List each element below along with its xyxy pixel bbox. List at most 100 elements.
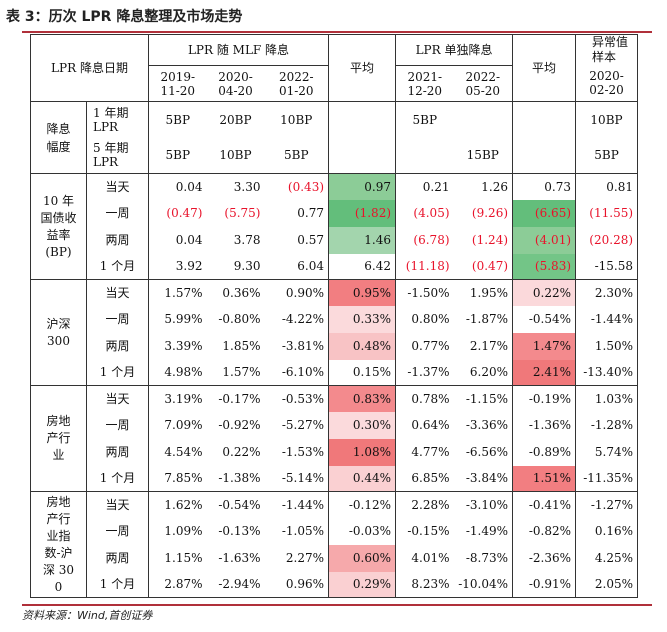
lpr-market-table: LPR 降息日期 LPR 随 MLF 降息 平均 LPR 单独降息 平均 异常值…: [30, 34, 639, 598]
table-row: 1 个月 2.87% -2.94% 0.96% 0.29% 8.23% -10.04% -0.…: [31, 571, 639, 598]
table-row: 一周 7.09% -0.92% -5.27% 0.30% 0.64% -3.36% -1.36…: [31, 411, 639, 439]
value-cell: 1.47%: [512, 332, 577, 360]
value-cell: -0.54%: [218, 497, 261, 512]
value-cell: (1.82): [328, 199, 397, 227]
value-cell: -8.73%: [465, 551, 509, 565]
value-cell: 0.64%: [411, 418, 450, 432]
table-row: 两周 1.15% -1.63% 2.27% 0.60% 4.01% -8.73% -2.36%…: [31, 544, 639, 572]
value-cell: -1.44%: [281, 497, 325, 512]
period-label: 1 个月: [86, 571, 149, 598]
value-cell: -0.03%: [328, 517, 397, 545]
value-cell: 1.51%: [512, 465, 577, 492]
value-cell: (6.65): [512, 199, 577, 227]
period-label: 当天: [86, 385, 149, 412]
value-cell: 3.19%: [164, 391, 203, 406]
value-cell: 0.29%: [328, 571, 397, 598]
value-cell: -3.81%: [281, 339, 325, 353]
period-label: 两周: [86, 332, 149, 360]
value-cell: 6.42: [328, 253, 397, 280]
table-title: 表 3：历次 LPR 降息整理及市场走势: [6, 9, 243, 25]
header-date: 2022-01-20: [264, 65, 329, 102]
cut-value: [512, 137, 577, 174]
value-cell: -1.15%: [465, 391, 509, 406]
value-cell: (20.28): [575, 226, 639, 254]
header-outlier: 异常值样本: [575, 34, 639, 66]
header-lpr-date: LPR 降息日期: [30, 34, 149, 102]
value-cell: 2.17%: [469, 339, 509, 353]
value-cell: -1.37%: [395, 359, 454, 386]
value-cell: -0.80%: [218, 312, 261, 326]
value-cell: 0.73: [512, 173, 577, 200]
value-cell: (5.75): [224, 206, 261, 220]
value-cell: -0.54%: [512, 305, 577, 333]
cut-value: 20BP: [219, 112, 252, 127]
value-cell: -1.38%: [206, 465, 265, 492]
value-cell: 7.09%: [164, 418, 203, 432]
value-cell: 1.46: [328, 226, 397, 254]
cut-value: 5BP: [575, 137, 639, 174]
table-row: 沪深 300 当天 1.57% 0.36% 0.90% 0.95% -1.50% 1.95% 0…: [30, 279, 639, 386]
table-row: 1 个月 4.98% 1.57% -6.10% 0.15% -1.37% 6.20% 2.41…: [31, 359, 639, 386]
value-cell: (6.78): [413, 233, 450, 247]
cut-value: 10BP: [575, 101, 639, 138]
cut-term-1y: 1 年期 LPR: [86, 101, 149, 138]
value-cell: 2.30%: [575, 279, 639, 306]
table-row: 一周 5.99% -0.80% -4.22% 0.33% 0.80% -1.87% -0.54…: [31, 305, 639, 333]
value-cell: 1.57%: [164, 285, 203, 300]
table-row: 房地产行业 当天 3.19% -0.17% -0.53% 0.83% 0.78% -1.15%…: [30, 385, 639, 492]
bottom-rule: [22, 604, 652, 606]
value-cell: 0.21: [422, 179, 450, 194]
value-cell: -2.36%: [512, 544, 577, 572]
value-cell: -1.44%: [575, 305, 639, 333]
top-rule: [22, 31, 652, 33]
value-cell: -0.13%: [218, 524, 261, 538]
table-row: 一周 (0.47) (5.75) 0.77 (1.82) (4.05) (9.26) (6.6…: [31, 199, 639, 227]
value-cell: -2.94%: [206, 571, 265, 598]
period-label: 一周: [86, 517, 149, 545]
value-cell: 0.16%: [575, 517, 639, 545]
value-cell: -1.63%: [218, 551, 261, 565]
cut-value: 5BP: [412, 112, 438, 127]
value-cell: -0.91%: [512, 571, 577, 598]
value-cell: 4.01%: [411, 551, 450, 565]
value-cell: 0.22%: [512, 279, 577, 306]
value-cell: (5.83): [512, 253, 577, 280]
header-avg-2: 平均: [512, 34, 577, 102]
value-cell: -3.36%: [465, 418, 509, 432]
value-cell: (4.01): [512, 226, 577, 254]
cut-value: [395, 137, 454, 174]
value-cell: -0.89%: [512, 438, 577, 466]
value-cell: 1.08%: [328, 438, 397, 466]
value-cell: 2.27%: [285, 551, 325, 565]
value-cell: 1.03%: [575, 385, 639, 412]
value-cell: 0.22%: [222, 445, 261, 459]
value-cell: 1.09%: [164, 524, 203, 538]
period-label: 一周: [86, 411, 149, 439]
value-cell: 5.74%: [575, 438, 639, 466]
value-cell: -1.36%: [512, 411, 577, 439]
header-group-standalone: LPR 单独降息: [395, 34, 513, 66]
table-row: 两周 4.54% 0.22% -1.53% 1.08% 4.77% -6.56% -0.89%…: [31, 438, 639, 466]
value-cell: 0.15%: [328, 359, 397, 386]
value-cell: 0.90%: [285, 285, 325, 300]
period-label: 两周: [86, 438, 149, 466]
value-cell: -1.27%: [575, 491, 639, 518]
cut-value: [328, 101, 397, 138]
header-date: 2020-02-20: [575, 65, 639, 102]
value-cell: 0.33%: [328, 305, 397, 333]
value-cell: 4.25%: [575, 544, 639, 572]
value-cell: (4.05): [413, 206, 450, 220]
cut-value: 5BP: [165, 112, 191, 127]
period-label: 1 个月: [86, 359, 149, 386]
table-row: 一周 1.09% -0.13% -1.05% -0.03% -0.15% -1.49% -0.…: [31, 517, 639, 545]
value-cell: 1.15%: [164, 551, 203, 565]
cut-value: [454, 102, 513, 138]
value-cell: -5.14%: [264, 465, 329, 492]
value-cell: 0.80%: [411, 312, 450, 326]
header-avg-1: 平均: [328, 34, 397, 102]
value-cell: 2.05%: [575, 571, 639, 598]
value-cell: -3.84%: [453, 465, 513, 492]
header-date: 2019-11-20: [148, 65, 207, 102]
value-cell: 0.04: [175, 233, 203, 247]
source-note: 资料来源：Wind,首创证券: [22, 609, 153, 622]
